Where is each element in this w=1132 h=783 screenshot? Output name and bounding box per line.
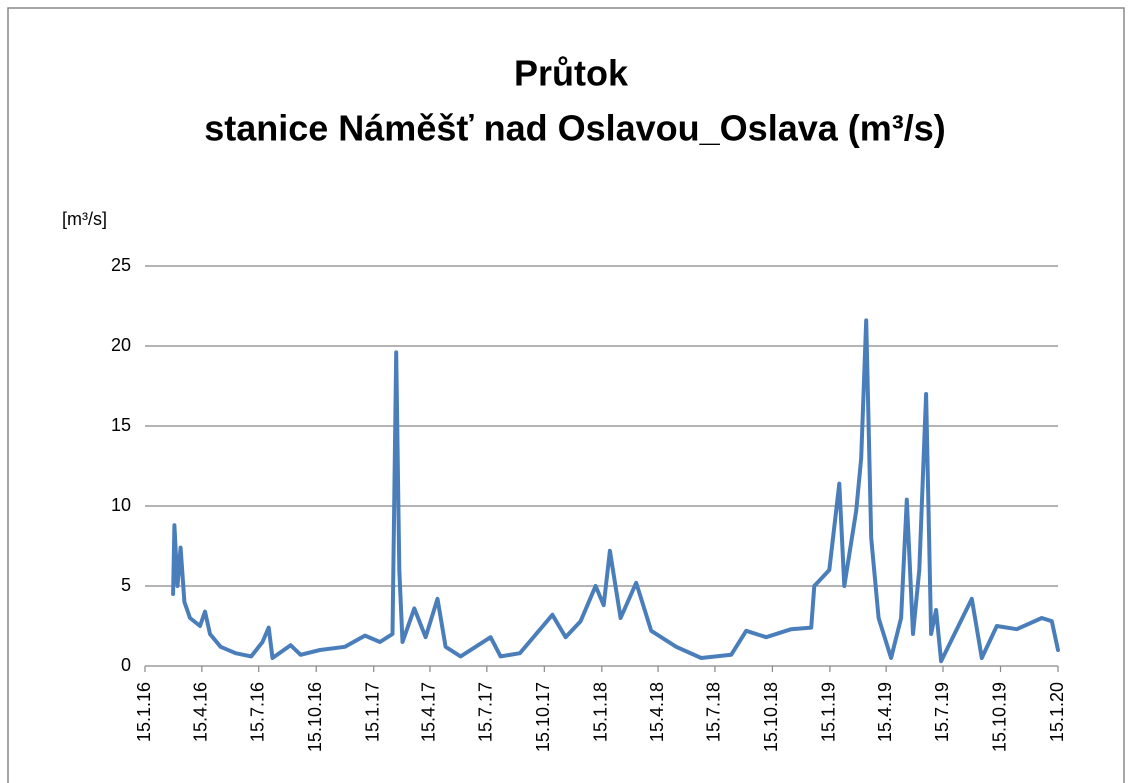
x-tick-label: 15.4.19 xyxy=(875,682,895,742)
x-tick-label: 15.10.18 xyxy=(761,682,781,752)
x-tick-label: 15.4.16 xyxy=(191,682,211,742)
chart-frame xyxy=(7,7,1125,783)
x-tick-label: 15.10.16 xyxy=(305,682,325,752)
x-tick-label: 15.1.16 xyxy=(134,682,154,742)
y-tick-label: 5 xyxy=(121,575,131,595)
y-axis-label: [m³/s] xyxy=(62,209,107,229)
y-tick-label: 0 xyxy=(121,655,131,675)
y-tick-label: 25 xyxy=(111,255,131,275)
y-tick-label: 20 xyxy=(111,335,131,355)
x-tick-label: 15.7.16 xyxy=(247,682,267,742)
chart-title: Průtok xyxy=(514,53,629,94)
x-tick-label: 15.7.17 xyxy=(476,682,496,742)
x-tick-label: 15.1.18 xyxy=(591,682,611,742)
x-tick-label: 15.1.17 xyxy=(362,682,382,742)
y-tick-label: 15 xyxy=(111,415,131,435)
chart-subtitle: stanice Náměšť nad Oslavou_Oslava (m³/s) xyxy=(204,108,946,149)
x-tick-label: 15.10.19 xyxy=(989,682,1009,752)
y-tick-label: 10 xyxy=(111,495,131,515)
x-tick-label: 15.10.17 xyxy=(533,682,553,752)
x-tick-label: 15.7.19 xyxy=(932,682,952,742)
x-tick-label: 15.4.18 xyxy=(647,682,667,742)
x-tick-label: 15.4.17 xyxy=(419,682,439,742)
x-tick-label: 15.1.20 xyxy=(1047,682,1067,742)
x-tick-label: 15.1.19 xyxy=(819,682,839,742)
x-tick-label: 15.7.18 xyxy=(704,682,724,742)
data-line xyxy=(171,318,1060,664)
